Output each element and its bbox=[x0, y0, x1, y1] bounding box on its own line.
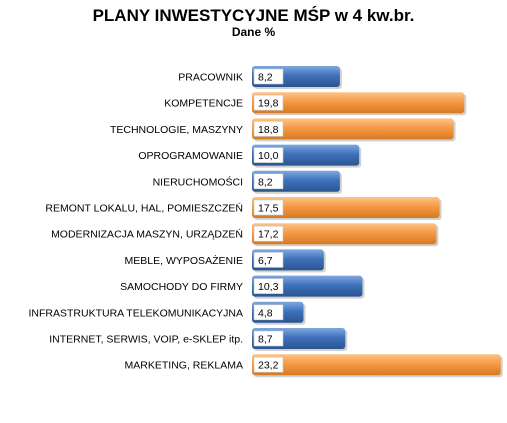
category-label: REMONT LOKALU, HAL, POMIESZCZEŃ bbox=[45, 202, 243, 215]
value-label-box bbox=[253, 94, 284, 111]
value-label: 8,2 bbox=[258, 72, 273, 84]
value-label: 8,7 bbox=[258, 334, 273, 346]
value-label: 4,8 bbox=[258, 307, 273, 319]
value-label-box bbox=[253, 121, 284, 137]
bar bbox=[252, 118, 454, 140]
value-label-box bbox=[253, 356, 284, 373]
value-label: 8,2 bbox=[258, 176, 273, 188]
value-label-box bbox=[253, 147, 284, 163]
category-label: MARKETING, REKLAMA bbox=[125, 360, 243, 372]
value-label-box bbox=[253, 225, 284, 242]
value-label: 23,2 bbox=[258, 360, 279, 372]
value-label-box bbox=[253, 252, 284, 268]
category-label: INTERNET, SERWIS, VOIP, e-SKLEP itp. bbox=[49, 334, 243, 346]
value-label-box bbox=[253, 199, 284, 216]
value-label: 19,8 bbox=[258, 98, 279, 110]
bar bbox=[252, 197, 440, 218]
chart-title: PLANY INWESTYCYJNE MŚP w 4 kw.br. bbox=[92, 6, 415, 25]
chart-subtitle: Dane % bbox=[231, 25, 276, 39]
value-label-box bbox=[253, 304, 284, 321]
value-label: 18,8 bbox=[258, 124, 279, 136]
category-label: INFRASTRUKTURA TELEKOMUNIKACYJNA bbox=[28, 307, 243, 319]
value-label: 6,7 bbox=[258, 255, 273, 267]
value-label-box bbox=[253, 330, 284, 347]
plot-area: PRACOWNIK 8,2 KOMPETENCJE 19,8 TECHNOLOGIE, … bbox=[28, 66, 503, 378]
value-label: 17,2 bbox=[258, 229, 279, 241]
category-label: PRACOWNIK bbox=[178, 72, 243, 84]
bar bbox=[252, 354, 501, 376]
category-label: KOMPETENCJE bbox=[164, 98, 243, 110]
value-label-box bbox=[253, 68, 284, 85]
bar bbox=[252, 92, 465, 114]
category-label: MEBLE, WYPOSAŻENIE bbox=[125, 254, 243, 267]
value-label-box bbox=[253, 173, 284, 190]
category-label: NIERUCHOMOŚCI bbox=[153, 175, 243, 188]
category-label: SAMOCHODY DO FIRMY bbox=[120, 281, 243, 293]
value-label: 17,5 bbox=[258, 203, 279, 215]
bar bbox=[252, 223, 437, 245]
value-label-box bbox=[253, 278, 284, 294]
category-label: MODERNIZACJA MASZYN, URZĄDZEŃ bbox=[51, 228, 243, 241]
value-label: 10,0 bbox=[258, 150, 279, 162]
category-label: TECHNOLOGIE, MASZYNY bbox=[110, 124, 243, 136]
value-label: 10,3 bbox=[258, 281, 279, 293]
category-label: OPROGRAMOWANIE bbox=[138, 150, 243, 162]
